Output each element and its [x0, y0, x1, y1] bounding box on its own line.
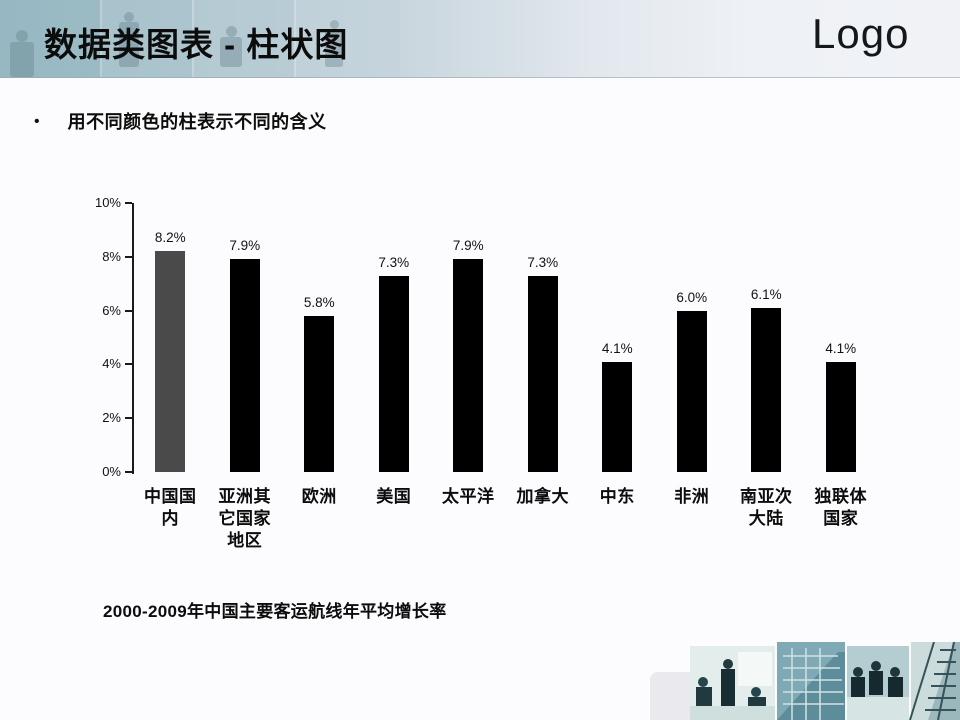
header-photo-4 [296, 0, 400, 77]
y-tick-label: 0% [102, 464, 121, 479]
bar-value-label: 4.1% [825, 340, 857, 356]
bar-3 [304, 315, 335, 472]
y-axis-tick [125, 202, 132, 204]
header-photo-3 [194, 0, 296, 77]
category-label: 中国国内 [144, 487, 197, 528]
category-label: 美国 [376, 487, 412, 506]
bar-8 [676, 310, 707, 472]
bar-1 [155, 251, 186, 472]
bar-value-label: 7.3% [527, 254, 559, 270]
header-band: 数据类图表 - 柱状图 [0, 0, 960, 78]
y-axis-tick [125, 255, 132, 258]
bullet-text: 用不同颜色的柱表示不同的含义 [67, 112, 327, 132]
y-tick-label: 2% [102, 410, 121, 426]
y-axis-tick [125, 309, 132, 312]
bar-value-label: 4.1% [601, 340, 633, 356]
bar-value-label: 8.2% [154, 230, 186, 246]
bar-9 [751, 307, 782, 472]
page-title: 数据类图表 - 柱状图 [44, 26, 349, 63]
bar-7 [602, 361, 633, 472]
y-axis-tick [125, 417, 132, 420]
category-label: 欧洲 [301, 487, 337, 506]
bar-value-label: 6.1% [750, 286, 782, 302]
category-label: 独联体国家 [814, 487, 867, 528]
bar-value-label: 7.3% [378, 254, 410, 270]
header-photo-1 [0, 0, 102, 77]
category-label: 太平洋 [442, 487, 495, 506]
category-label: 亚洲其它国家地区 [218, 487, 271, 550]
bullet-row: • 用不同颜色的柱表示不同的含义 [34, 110, 327, 134]
y-tick-label: 6% [102, 302, 121, 318]
bar-value-label: 7.9% [452, 238, 484, 254]
bar-value-label: 6.0% [676, 289, 708, 305]
logo: Logo [812, 10, 910, 57]
bar-value-label: 5.8% [303, 294, 335, 310]
y-tick-label: 4% [102, 356, 121, 372]
bar-value-label: 7.9% [229, 238, 261, 254]
category-label: 南亚次大陆 [740, 487, 793, 528]
category-label: 非洲 [674, 487, 710, 506]
category-label: 加拿大 [516, 487, 569, 506]
y-tick-label: 8% [102, 248, 121, 264]
bar-4 [378, 275, 409, 472]
bar-5 [453, 259, 484, 472]
y-axis [132, 203, 134, 474]
y-tick-label: 10% [94, 195, 121, 210]
chart-caption: 2000-2009年中国主要客运航线年平均增长率 [103, 602, 447, 621]
category-label: 中东 [599, 487, 635, 506]
header-photo-collage [0, 0, 400, 77]
header-photo-2 [102, 0, 194, 77]
y-axis-tick [125, 363, 132, 366]
bar-2 [229, 259, 260, 472]
footer-photo-collage [690, 642, 960, 720]
y-axis-tick [125, 471, 132, 473]
bar-6 [527, 275, 558, 472]
bullet-icon: • [34, 113, 40, 130]
bar-10 [825, 361, 856, 472]
